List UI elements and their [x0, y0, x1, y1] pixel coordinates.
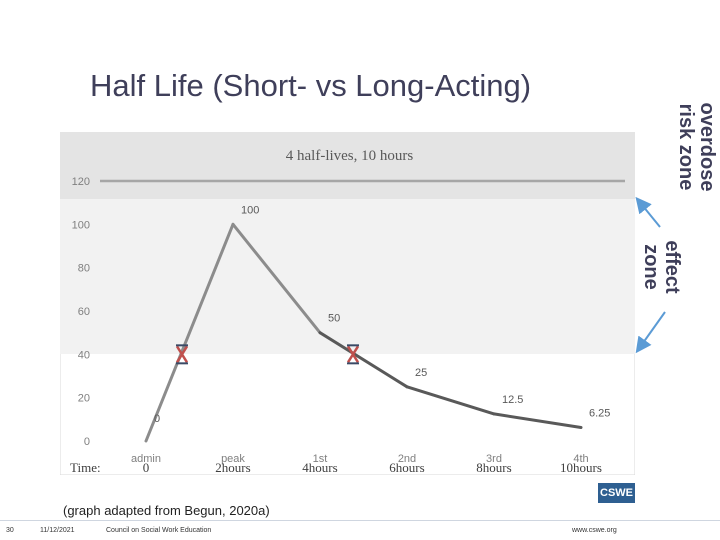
series-line-segment	[231, 222, 322, 335]
series-line-segment	[318, 331, 409, 389]
y-tick-label: 20	[78, 393, 90, 405]
time-tick-label: 6hours	[389, 460, 424, 475]
effect-label-line1: effect	[661, 240, 683, 294]
data-label: 0	[154, 413, 160, 425]
overdose-arrow	[635, 196, 661, 228]
category-label: 4th	[573, 453, 588, 465]
time-tick-label: 8hours	[476, 460, 511, 475]
chart-title: 4 half-lives, 10 hours	[286, 148, 414, 164]
category-label: peak	[221, 453, 245, 465]
overdose-risk-zone-label: overdose risk zone	[673, 92, 718, 202]
x-marker-stroke	[346, 345, 360, 363]
time-tick-label: 2hours	[215, 460, 250, 475]
y-tick-label: 60	[78, 306, 90, 318]
y-tick-label: 120	[72, 176, 90, 188]
time-axis-label: Time:	[70, 460, 101, 475]
overdose-label-line1: overdose	[696, 102, 718, 192]
series-line-segment	[405, 385, 496, 416]
time-tick-label: 0	[143, 460, 150, 475]
cswe-logo: CSWE	[598, 483, 635, 503]
footer-page-number: 30	[6, 527, 14, 534]
series-line-segment	[492, 412, 583, 429]
data-label: 12.5	[502, 394, 523, 406]
data-label: 25	[415, 367, 427, 379]
chart-area: 4 half-lives, 10 hours 0 20 40 60 80 100 120 0 10…	[60, 132, 635, 475]
overdose-zone-band	[60, 132, 635, 199]
series-line-segment	[144, 222, 235, 443]
y-tick-label: 80	[78, 263, 90, 275]
slide-title: Half Life (Short- vs Long-Acting)	[90, 68, 532, 103]
category-label: 1st	[313, 453, 328, 465]
half-life-chart: 4 half-lives, 10 hours 0 20 40 60 80 100 120 0 10…	[60, 132, 635, 475]
footer-date: 11/12/2021	[40, 527, 75, 534]
data-label: 100	[241, 204, 259, 216]
data-label: 50	[328, 313, 340, 325]
category-label: admin	[131, 453, 161, 465]
category-label: 2nd	[398, 453, 416, 465]
x-marker-stroke	[175, 345, 189, 363]
y-tick-label: 100	[72, 219, 90, 231]
overdose-label-line2: risk zone	[675, 103, 697, 191]
footer-url: www.cswe.org	[572, 527, 617, 534]
footer-divider	[0, 520, 720, 521]
y-tick-label: 0	[84, 436, 90, 448]
footer-organization: Council on Social Work Education	[106, 527, 212, 534]
data-label: 6.25	[589, 407, 610, 419]
effect-arrow	[635, 311, 666, 354]
effect-zone-label: effect zone	[638, 232, 683, 302]
time-tick-label: 10hours	[560, 460, 602, 475]
category-label: 3rd	[486, 453, 502, 465]
effect-label-line2: zone	[640, 244, 662, 290]
time-tick-label: 4hours	[302, 460, 337, 475]
source-caption: (graph adapted from Begun, 2020a)	[63, 503, 270, 518]
effect-zone-band	[60, 199, 635, 354]
y-tick-label: 40	[78, 349, 90, 361]
